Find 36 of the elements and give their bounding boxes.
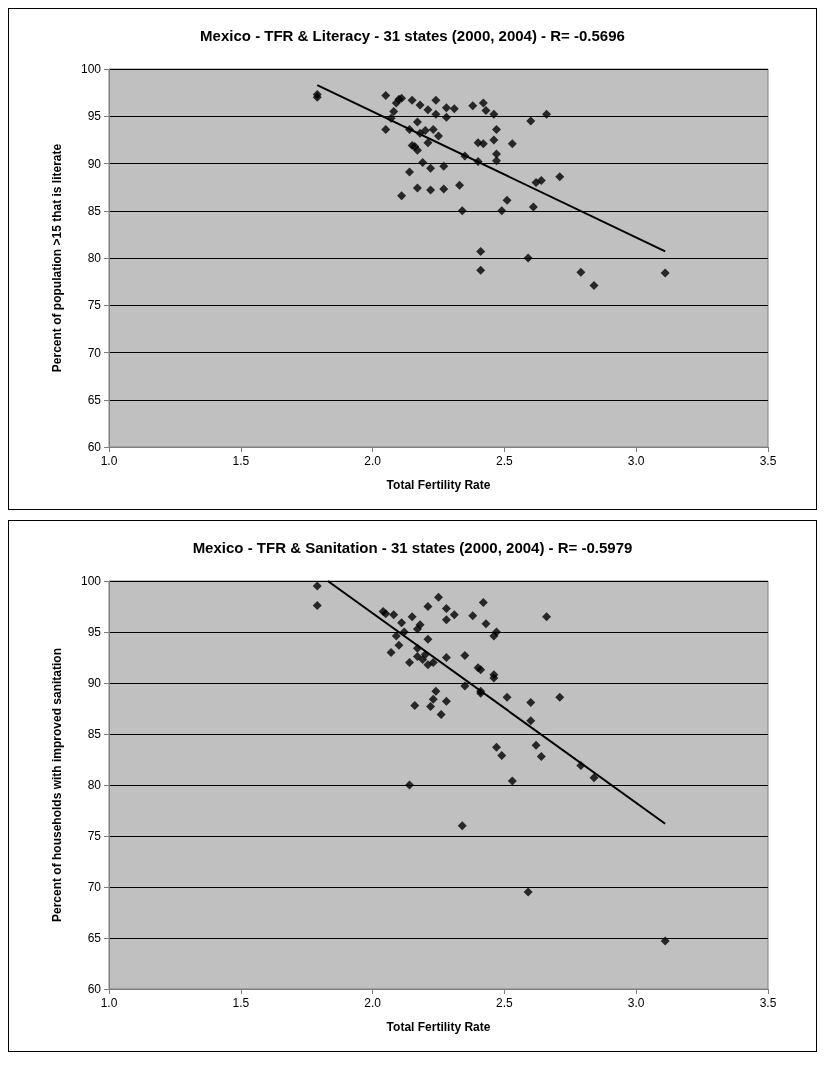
y-tick-label: 80 bbox=[87, 778, 102, 792]
x-axis-title: Total Fertility Rate bbox=[386, 478, 491, 492]
x-tick-label: 2.5 bbox=[496, 996, 514, 1010]
x-tick-label: 1.5 bbox=[232, 996, 250, 1010]
x-tick-label: 3.5 bbox=[759, 454, 777, 468]
y-tick-label: 75 bbox=[87, 298, 102, 313]
y-tick-label: 65 bbox=[87, 392, 102, 407]
y-tick-label: 60 bbox=[87, 982, 102, 996]
x-tick-label: 2.0 bbox=[364, 454, 382, 468]
chart-title: Mexico - TFR & Literacy - 31 states (2000, 2004) - R= -0.5696 bbox=[200, 27, 625, 44]
y-tick-label: 75 bbox=[87, 829, 102, 843]
x-tick-label: 3.5 bbox=[759, 996, 777, 1010]
x-tick-label: 1.5 bbox=[232, 454, 250, 468]
y-tick-label: 65 bbox=[87, 931, 102, 945]
x-tick-label: 1.0 bbox=[100, 996, 118, 1010]
x-tick-label: 2.0 bbox=[364, 996, 382, 1010]
y-tick-label: 70 bbox=[87, 345, 102, 360]
y-tick-label: 60 bbox=[87, 440, 102, 454]
x-tick-label: 2.5 bbox=[496, 454, 514, 468]
y-tick-label: 100 bbox=[80, 62, 102, 76]
y-axis-title: Percent of population >15 that is literate bbox=[50, 143, 64, 373]
x-tick-label: 1.0 bbox=[100, 454, 118, 468]
x-tick-label: 3.0 bbox=[627, 454, 645, 468]
y-tick-label: 80 bbox=[87, 251, 102, 265]
y-tick-label: 70 bbox=[87, 880, 102, 894]
y-tick-label: 85 bbox=[87, 203, 102, 218]
y-tick-label: 100 bbox=[80, 574, 102, 588]
y-tick-label: 90 bbox=[87, 676, 102, 690]
chart-title: Mexico - TFR & Sanitation - 31 states (2000, 2004) - R= -0.5979 bbox=[192, 539, 633, 556]
y-axis-title: Percent of households with improved sanitation bbox=[50, 647, 64, 923]
x-tick-label: 3.0 bbox=[627, 996, 645, 1010]
y-tick-label: 85 bbox=[87, 727, 102, 741]
y-tick-label: 90 bbox=[87, 156, 102, 171]
y-tick-label: 95 bbox=[87, 109, 102, 124]
y-tick-label: 95 bbox=[87, 625, 102, 639]
x-axis-title: Total Fertility Rate bbox=[386, 1020, 491, 1034]
